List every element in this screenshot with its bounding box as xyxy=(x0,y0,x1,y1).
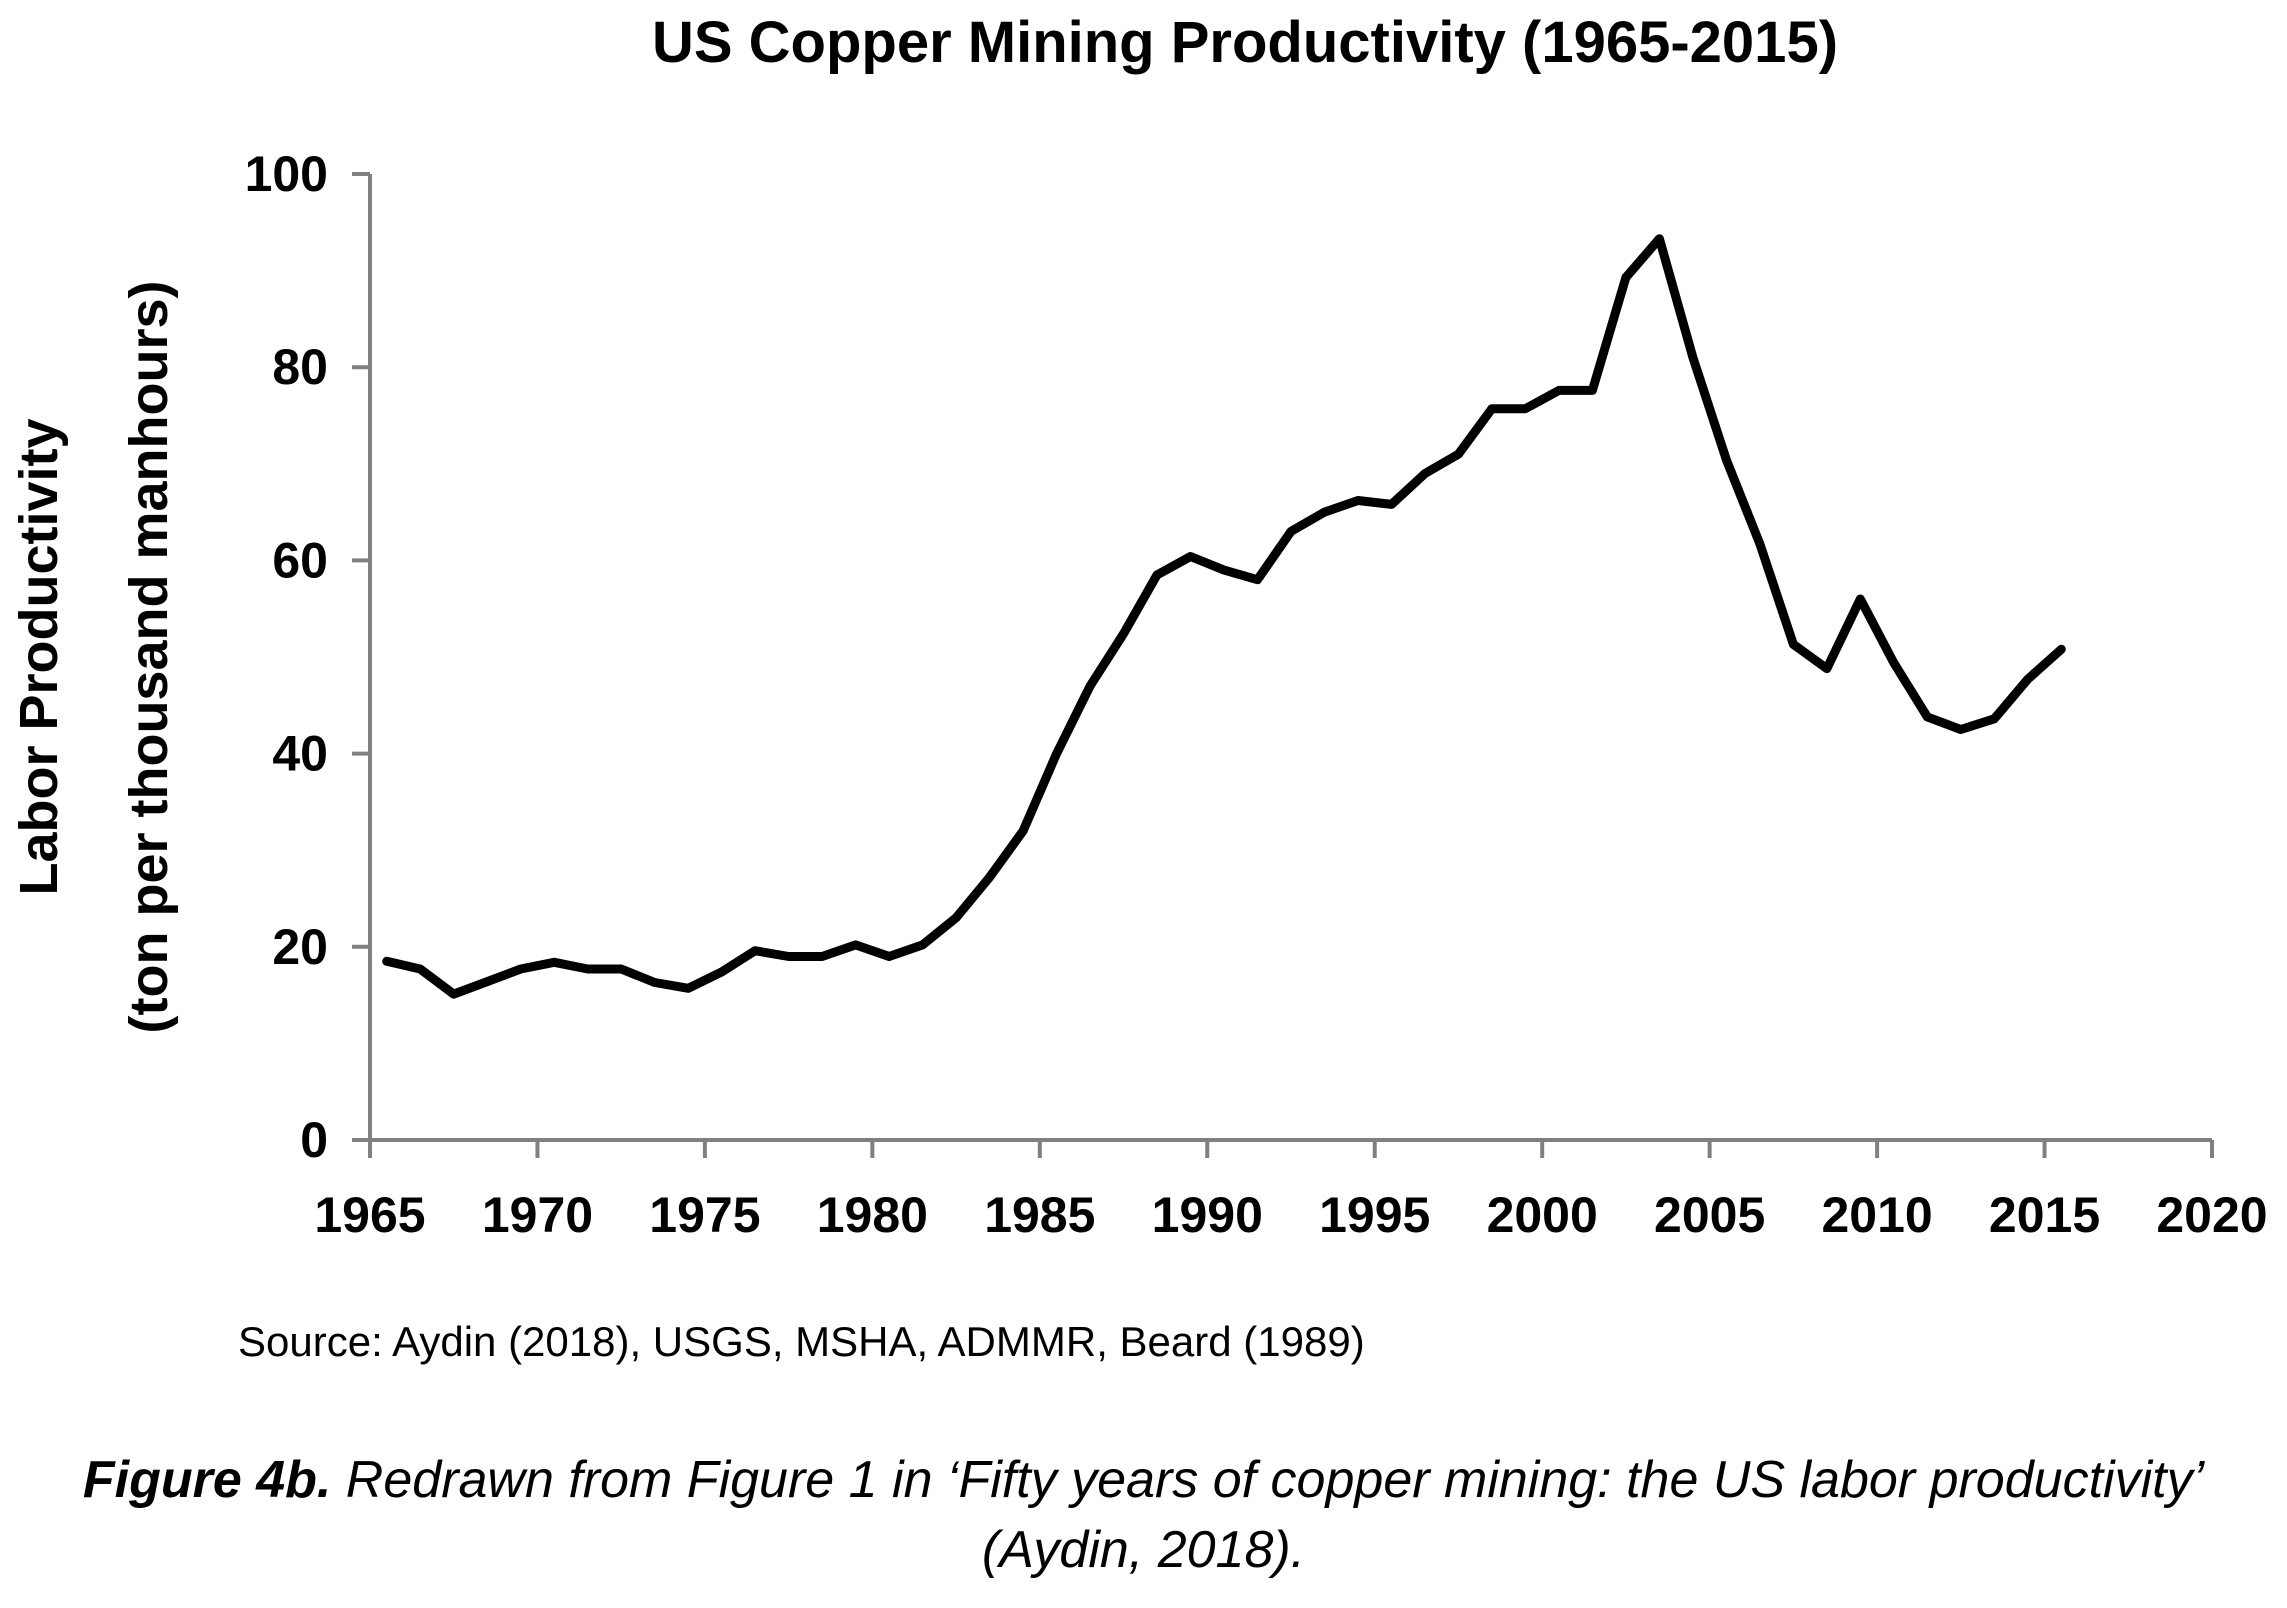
series-line xyxy=(382,234,2066,999)
figure-caption: Figure 4b. Redrawn from Figure 1 in ‘Fif… xyxy=(40,1445,2247,1585)
x-tick-label: 1965 xyxy=(314,1187,425,1243)
x-tick-label: 2020 xyxy=(2156,1187,2267,1243)
source-note: Source: Aydin (2018), USGS, MSHA, ADMMR,… xyxy=(238,1318,1365,1365)
x-tick-label: 1975 xyxy=(649,1187,760,1243)
plot-series xyxy=(382,234,2066,999)
x-tick-label: 1980 xyxy=(817,1187,928,1243)
chart-title: US Copper Mining Productivity (1965-2015… xyxy=(652,10,1838,75)
y-axis-title-line2: (ton per thousand manhours) xyxy=(119,281,179,1034)
line-chart: US Copper Mining Productivity (1965-2015… xyxy=(9,10,2268,1243)
y-axis-title-line1: Labor Productivity xyxy=(9,418,69,895)
caption-text: Redrawn from Figure 1 in ‘Fifty years of… xyxy=(331,1451,2205,1579)
y-tick-label: 40 xyxy=(272,726,328,782)
x-tick-label: 2015 xyxy=(1989,1187,2100,1243)
x-tick-label: 1985 xyxy=(984,1187,1095,1243)
y-tick-label: 100 xyxy=(245,146,328,202)
x-tick-label: 1990 xyxy=(1152,1187,1263,1243)
y-tick-label: 60 xyxy=(272,532,328,588)
x-tick-label: 2005 xyxy=(1654,1187,1765,1243)
x-axis: 1965 1970 1975 1980 1985 1990 1995 2000 2005 2010… xyxy=(314,1138,2268,1243)
x-tick-label: 2000 xyxy=(1487,1187,1598,1243)
y-axis-title: Labor Productivity (ton per thousand man… xyxy=(9,281,179,1034)
y-tick-label: 0 xyxy=(300,1112,328,1168)
y-axis: 0 20 40 60 80 100 xyxy=(245,146,372,1168)
x-tick-label: 1970 xyxy=(482,1187,593,1243)
y-tick-label: 80 xyxy=(272,339,328,395)
x-tick-label: 2010 xyxy=(1821,1187,1932,1243)
x-tick-label: 1995 xyxy=(1319,1187,1430,1243)
caption-label: Figure 4b. xyxy=(82,1451,332,1509)
y-tick-label: 20 xyxy=(272,919,328,975)
